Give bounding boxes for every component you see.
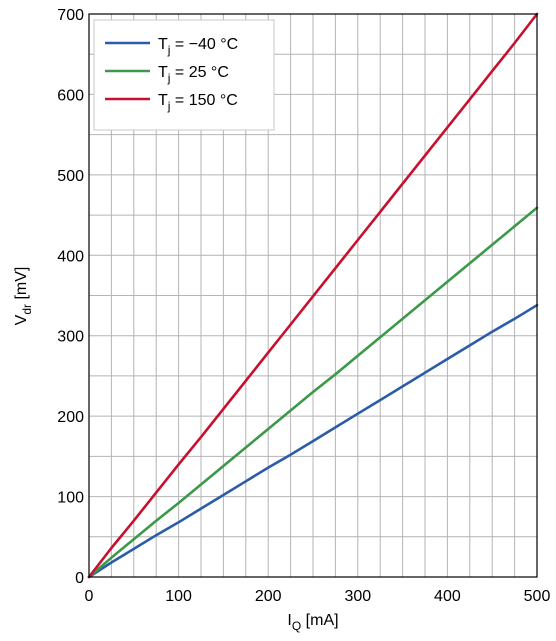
legend-label-sub: j <box>167 99 171 113</box>
legend: Tj = −40 °CTj = 25 °CTj = 150 °C <box>93 19 275 131</box>
y-tick-label: 200 <box>57 409 84 426</box>
x-axis-label: IQ [mA] <box>287 612 338 633</box>
series-line-2 <box>87 12 539 579</box>
legend-label-main: T <box>158 64 168 81</box>
legend-label-main: T <box>158 36 168 53</box>
x-axis-label-unit: [mA] <box>301 612 338 629</box>
y-tick-label: 600 <box>57 87 84 104</box>
series-line-0 <box>87 303 539 579</box>
legend-box <box>93 19 275 131</box>
x-tick-label: 300 <box>344 588 371 605</box>
x-axis-label-main: I <box>287 612 291 629</box>
legend-label-0: Tj = −40 °C <box>158 36 238 57</box>
x-tick-label: 200 <box>255 588 282 605</box>
x-tick-label: 100 <box>165 588 192 605</box>
series-group <box>87 12 539 579</box>
y-tick-label: 500 <box>57 168 84 185</box>
y-axis-label-sub: dr <box>20 304 34 315</box>
y-axis-label-main: V <box>13 314 30 325</box>
x-axis-label-sub: Q <box>292 619 301 633</box>
tick-labels: 0 100 200 300 400 500 0 100 200 300 400 500 600 700 <box>57 7 550 605</box>
legend-label-sub: j <box>167 43 171 57</box>
legend-label-rest: = 25 °C <box>170 64 228 81</box>
legend-label-1: Tj = 25 °C <box>158 64 229 85</box>
legend-label-rest: = −40 °C <box>170 36 238 53</box>
y-axis-label-unit: [mV] <box>13 267 30 304</box>
y-tick-label: 400 <box>57 248 84 265</box>
x-tick-label: 400 <box>434 588 461 605</box>
y-tick-label: 300 <box>57 329 84 346</box>
legend-label-sub: j <box>167 71 171 85</box>
plot-frame <box>88 13 538 578</box>
series-line-1 <box>87 206 539 579</box>
y-tick-label: 100 <box>57 490 84 507</box>
x-tick-label: 500 <box>524 588 551 605</box>
y-tick-label: 0 <box>75 570 84 587</box>
y-axis-label: Vdr [mV] <box>13 267 34 326</box>
x-tick-label: 0 <box>85 588 94 605</box>
legend-label-2: Tj = 150 °C <box>158 92 238 113</box>
y-tick-label: 700 <box>57 7 84 24</box>
legend-label-main: T <box>158 92 168 109</box>
legend-label-rest: = 150 °C <box>170 92 237 109</box>
